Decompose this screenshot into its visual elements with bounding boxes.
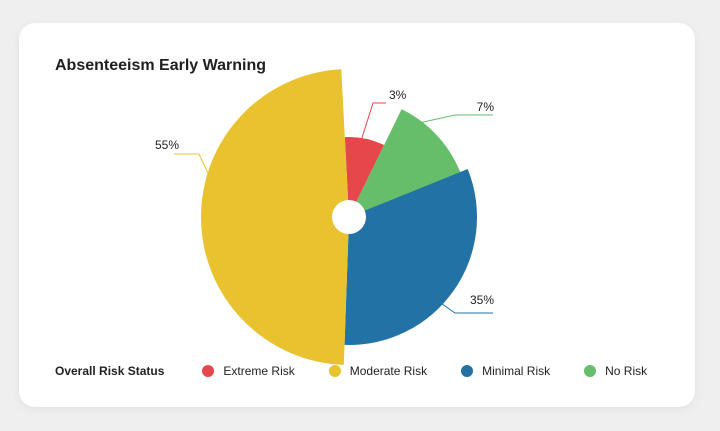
data-labels: 3% 7% 35% 55% <box>155 88 494 307</box>
pie-slice-moderate-risk <box>201 69 349 365</box>
leader-line-no-risk <box>400 114 493 128</box>
donut-hole <box>332 200 366 234</box>
data-label-extreme-risk: 3% <box>389 88 407 102</box>
minimal-risk-swatch <box>461 365 474 377</box>
legend-item-no-risk: No Risk <box>584 364 647 378</box>
leader-line-minimal-risk <box>420 288 493 314</box>
chart-title: Absenteeism Early Warning <box>55 57 267 74</box>
leader-line-moderate-risk <box>174 153 222 202</box>
chart-card: Absenteeism Early Warning 3% 7% 35% 55% Ove… <box>19 23 695 407</box>
pie-slice-extreme-risk <box>344 137 385 217</box>
legend-label-extreme-risk: Extreme Risk <box>223 364 295 378</box>
data-label-moderate-risk: 55% <box>155 138 179 152</box>
legend-label-moderate-risk: Moderate Risk <box>349 364 428 378</box>
data-label-minimal-risk: 35% <box>470 293 494 307</box>
legend-item-extreme-risk: Extreme Risk <box>202 364 295 378</box>
pie-chart: 3% 7% 35% 55% <box>155 69 494 365</box>
no-risk-swatch <box>584 365 597 377</box>
legend-label-no-risk: No Risk <box>605 364 648 378</box>
pie-slices <box>201 69 477 365</box>
legend-label-minimal-risk: Minimal Risk <box>482 364 551 378</box>
moderate-risk-swatch <box>328 365 341 377</box>
legend: Overall Risk Status Extreme Risk Moderat… <box>55 364 681 378</box>
pie-slice-minimal-risk <box>344 169 477 345</box>
leader-lines <box>174 102 493 314</box>
legend-item-moderate-risk: Moderate Risk <box>328 364 428 378</box>
pie-slice-no-risk <box>349 109 462 217</box>
data-label-no-risk: 7% <box>477 100 495 114</box>
legend-item-minimal-risk: Minimal Risk <box>461 364 550 378</box>
extreme-risk-swatch <box>202 365 215 377</box>
leader-line-extreme-risk <box>358 102 386 148</box>
legend-title: Overall Risk Status <box>55 364 165 378</box>
